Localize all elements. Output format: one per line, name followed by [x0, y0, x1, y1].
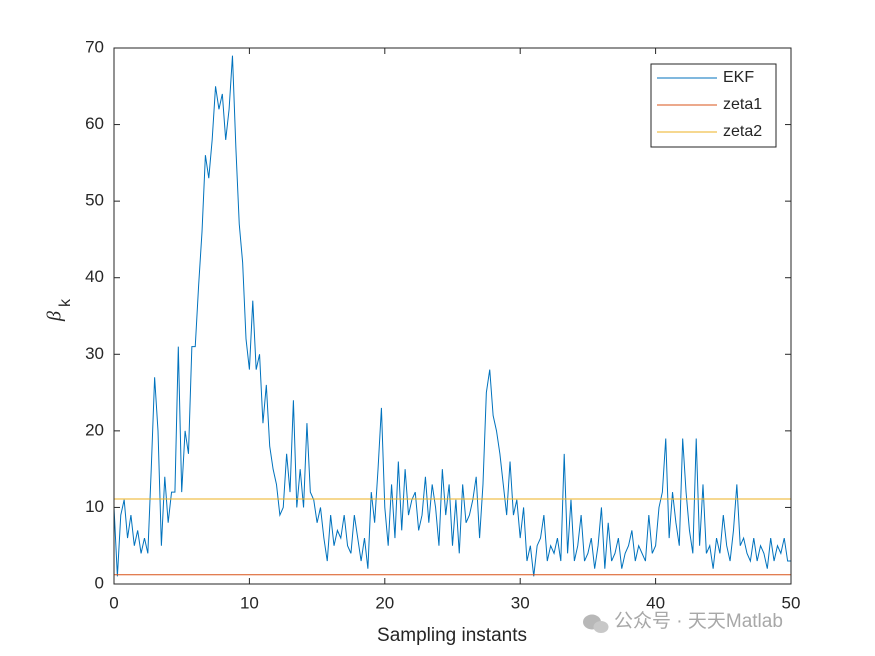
watermark-text: 公众号 · 天天Matlab	[614, 610, 783, 632]
x-tick-label: 10	[240, 593, 259, 612]
x-tick-label: 0	[109, 593, 118, 612]
watermark: 公众号 · 天天Matlab	[583, 610, 783, 633]
y-axis-label: β k	[44, 298, 75, 322]
y-axis-label-subscript: k	[57, 298, 74, 307]
y-tick-label: 10	[85, 497, 104, 516]
x-tick-label: 40	[646, 593, 665, 612]
data-line	[113, 55, 791, 577]
y-axis-label-main: β	[44, 311, 66, 322]
x-tick-label: 50	[782, 593, 801, 612]
y-tick-label: 0	[95, 573, 104, 592]
legend-label: zeta1	[723, 96, 762, 113]
legend-label: EKF	[723, 69, 754, 86]
x-axis-label: Sampling instants	[377, 625, 527, 646]
legend: EKF zeta1 zeta2	[650, 63, 777, 148]
y-tick-label: 20	[85, 420, 104, 439]
legend-label: zeta2	[723, 123, 762, 140]
axes-box	[113, 47, 792, 585]
y-tick-label: 70	[85, 37, 104, 56]
x-tick-label: 20	[375, 593, 394, 612]
y-tick-label: 60	[85, 114, 104, 133]
y-tick-label: 50	[85, 191, 104, 210]
x-tick-label: 30	[511, 593, 530, 612]
watermark-icon	[593, 621, 609, 633]
y-tick-label: 40	[85, 267, 104, 286]
y-tick-label: 30	[85, 344, 104, 363]
